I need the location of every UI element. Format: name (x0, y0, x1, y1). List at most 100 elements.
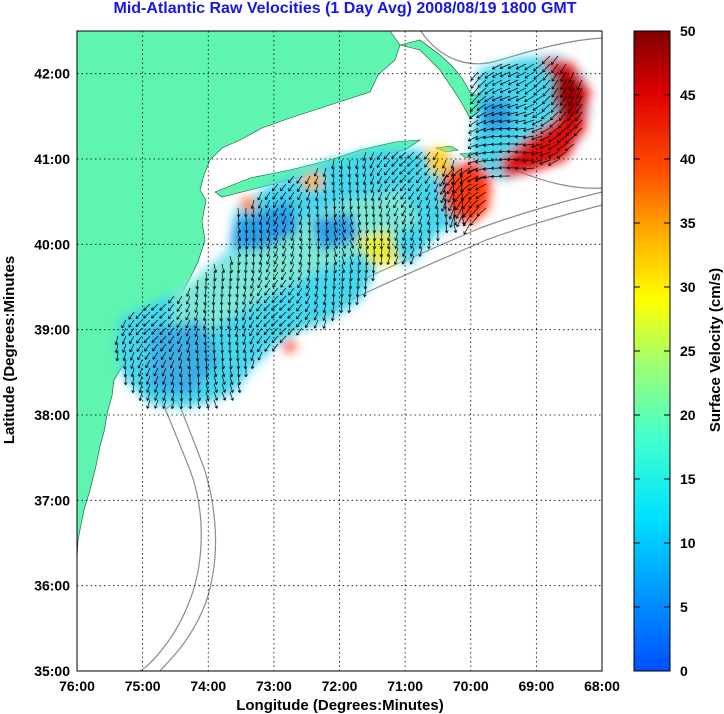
velocity-arrow (441, 159, 447, 169)
velocity-arrow (236, 367, 241, 378)
velocity-arrow (296, 303, 303, 312)
velocity-arrow (257, 271, 263, 281)
velocity-arrow (514, 166, 527, 171)
velocity-arrow (249, 319, 255, 329)
longitude-tick-label: 72:00 (322, 678, 358, 694)
velocity-arrow (264, 343, 271, 352)
velocity-arrow (402, 239, 407, 249)
velocity-arrow (565, 135, 575, 144)
velocity-arrow (341, 255, 346, 265)
velocity-arrow (265, 271, 271, 281)
velocity-arrow (514, 142, 527, 147)
velocity-arrow (567, 103, 575, 114)
velocity-arrow (296, 295, 303, 304)
velocity-arrow (565, 127, 575, 137)
velocity-arrow (433, 183, 439, 193)
velocity-arrow (115, 351, 120, 362)
velocity-arrow (146, 383, 151, 393)
velocity-arrow (573, 127, 583, 137)
velocity-arrow (211, 311, 215, 322)
velocity-arrow (407, 167, 415, 175)
velocity-arrow (418, 247, 423, 257)
velocity-arrow (137, 359, 143, 369)
velocity-arrow (467, 183, 479, 191)
velocity-arrow (279, 327, 287, 335)
velocity-arrow (452, 167, 463, 177)
velocity-arrow (234, 319, 239, 329)
velocity-arrow (383, 151, 391, 160)
velocity-arrow (533, 95, 543, 104)
velocity-arrow (151, 327, 159, 335)
velocity-arrow (322, 319, 327, 329)
velocity-arrow (251, 263, 255, 274)
velocity-arrow (492, 79, 503, 86)
velocity-arrow (145, 359, 151, 369)
velocity-arrow (492, 71, 503, 78)
y-axis-label: Latitude (Degrees:Minutes (1, 256, 18, 444)
velocity-arrow (151, 303, 159, 311)
velocity-arrow (542, 79, 551, 89)
velocity-arrow (442, 175, 447, 185)
velocity-arrow (532, 103, 543, 111)
velocity-arrow (179, 399, 184, 410)
velocity-arrow (305, 303, 311, 313)
velocity-arrow (331, 175, 336, 186)
velocity-arrow (559, 103, 567, 114)
velocity-arrow (463, 215, 471, 227)
velocity-arrow (306, 271, 311, 281)
velocity-arrow (145, 375, 151, 385)
velocity-arrow (313, 319, 319, 329)
velocity-arrow (434, 191, 439, 201)
velocity-arrow (241, 319, 247, 329)
velocity-arrow (197, 383, 201, 394)
velocity-arrow (560, 79, 567, 91)
velocity-arrow (305, 183, 311, 193)
velocity-arrow (446, 183, 455, 195)
velocity-arrow (249, 303, 255, 313)
velocity-arrow (506, 127, 519, 131)
velocity-arrow (257, 287, 263, 297)
velocity-arrow (194, 335, 199, 346)
velocity-arrow (221, 367, 226, 377)
latitude-tick-label: 39:00 (34, 322, 70, 338)
latitude-tick-labels: 35:00 36:00 37:00 38:00 39:00 40:00 41:00 42:00 (34, 66, 70, 679)
velocity-arrow (477, 79, 487, 88)
velocity-arrow (523, 103, 535, 110)
velocity-arrow (333, 207, 337, 218)
velocity-arrow (305, 279, 311, 289)
velocity-arrow (386, 247, 391, 258)
velocity-arrow (177, 335, 183, 345)
velocity-arrow (178, 367, 183, 378)
velocity-arrow (244, 367, 248, 378)
velocity-arrow (341, 231, 347, 241)
velocity-arrow (574, 119, 583, 129)
velocity-arrow (364, 255, 369, 266)
velocity-arrow (152, 351, 159, 360)
velocity-arrow (258, 247, 263, 258)
velocity-arrow (362, 167, 367, 177)
velocity-arrow (409, 199, 415, 209)
velocity-arrow (159, 303, 167, 311)
velocity-arrow (507, 103, 519, 109)
velocity-arrow (369, 167, 375, 177)
velocity-arrow (298, 247, 303, 258)
velocity-arrow (307, 247, 312, 258)
velocity-arrow (266, 255, 271, 265)
velocity-arrow (298, 239, 303, 250)
velocity-arrow (281, 207, 287, 217)
velocity-arrow (433, 175, 439, 185)
x-axis-label: Longitude (Degrees:Minutes) (236, 697, 444, 714)
velocity-arrow (365, 239, 370, 250)
velocity-arrow (242, 279, 247, 290)
velocity-arrow (297, 279, 303, 289)
velocity-arrow (560, 87, 567, 98)
velocity-arrow (258, 207, 263, 217)
velocity-arrow (129, 351, 135, 361)
velocity-arrow (531, 135, 543, 141)
velocity-arrow (257, 199, 263, 209)
velocity-arrow (443, 199, 448, 210)
velocity-arrow (475, 183, 487, 191)
velocity-arrow (415, 151, 423, 159)
velocity-arrow (541, 111, 551, 120)
